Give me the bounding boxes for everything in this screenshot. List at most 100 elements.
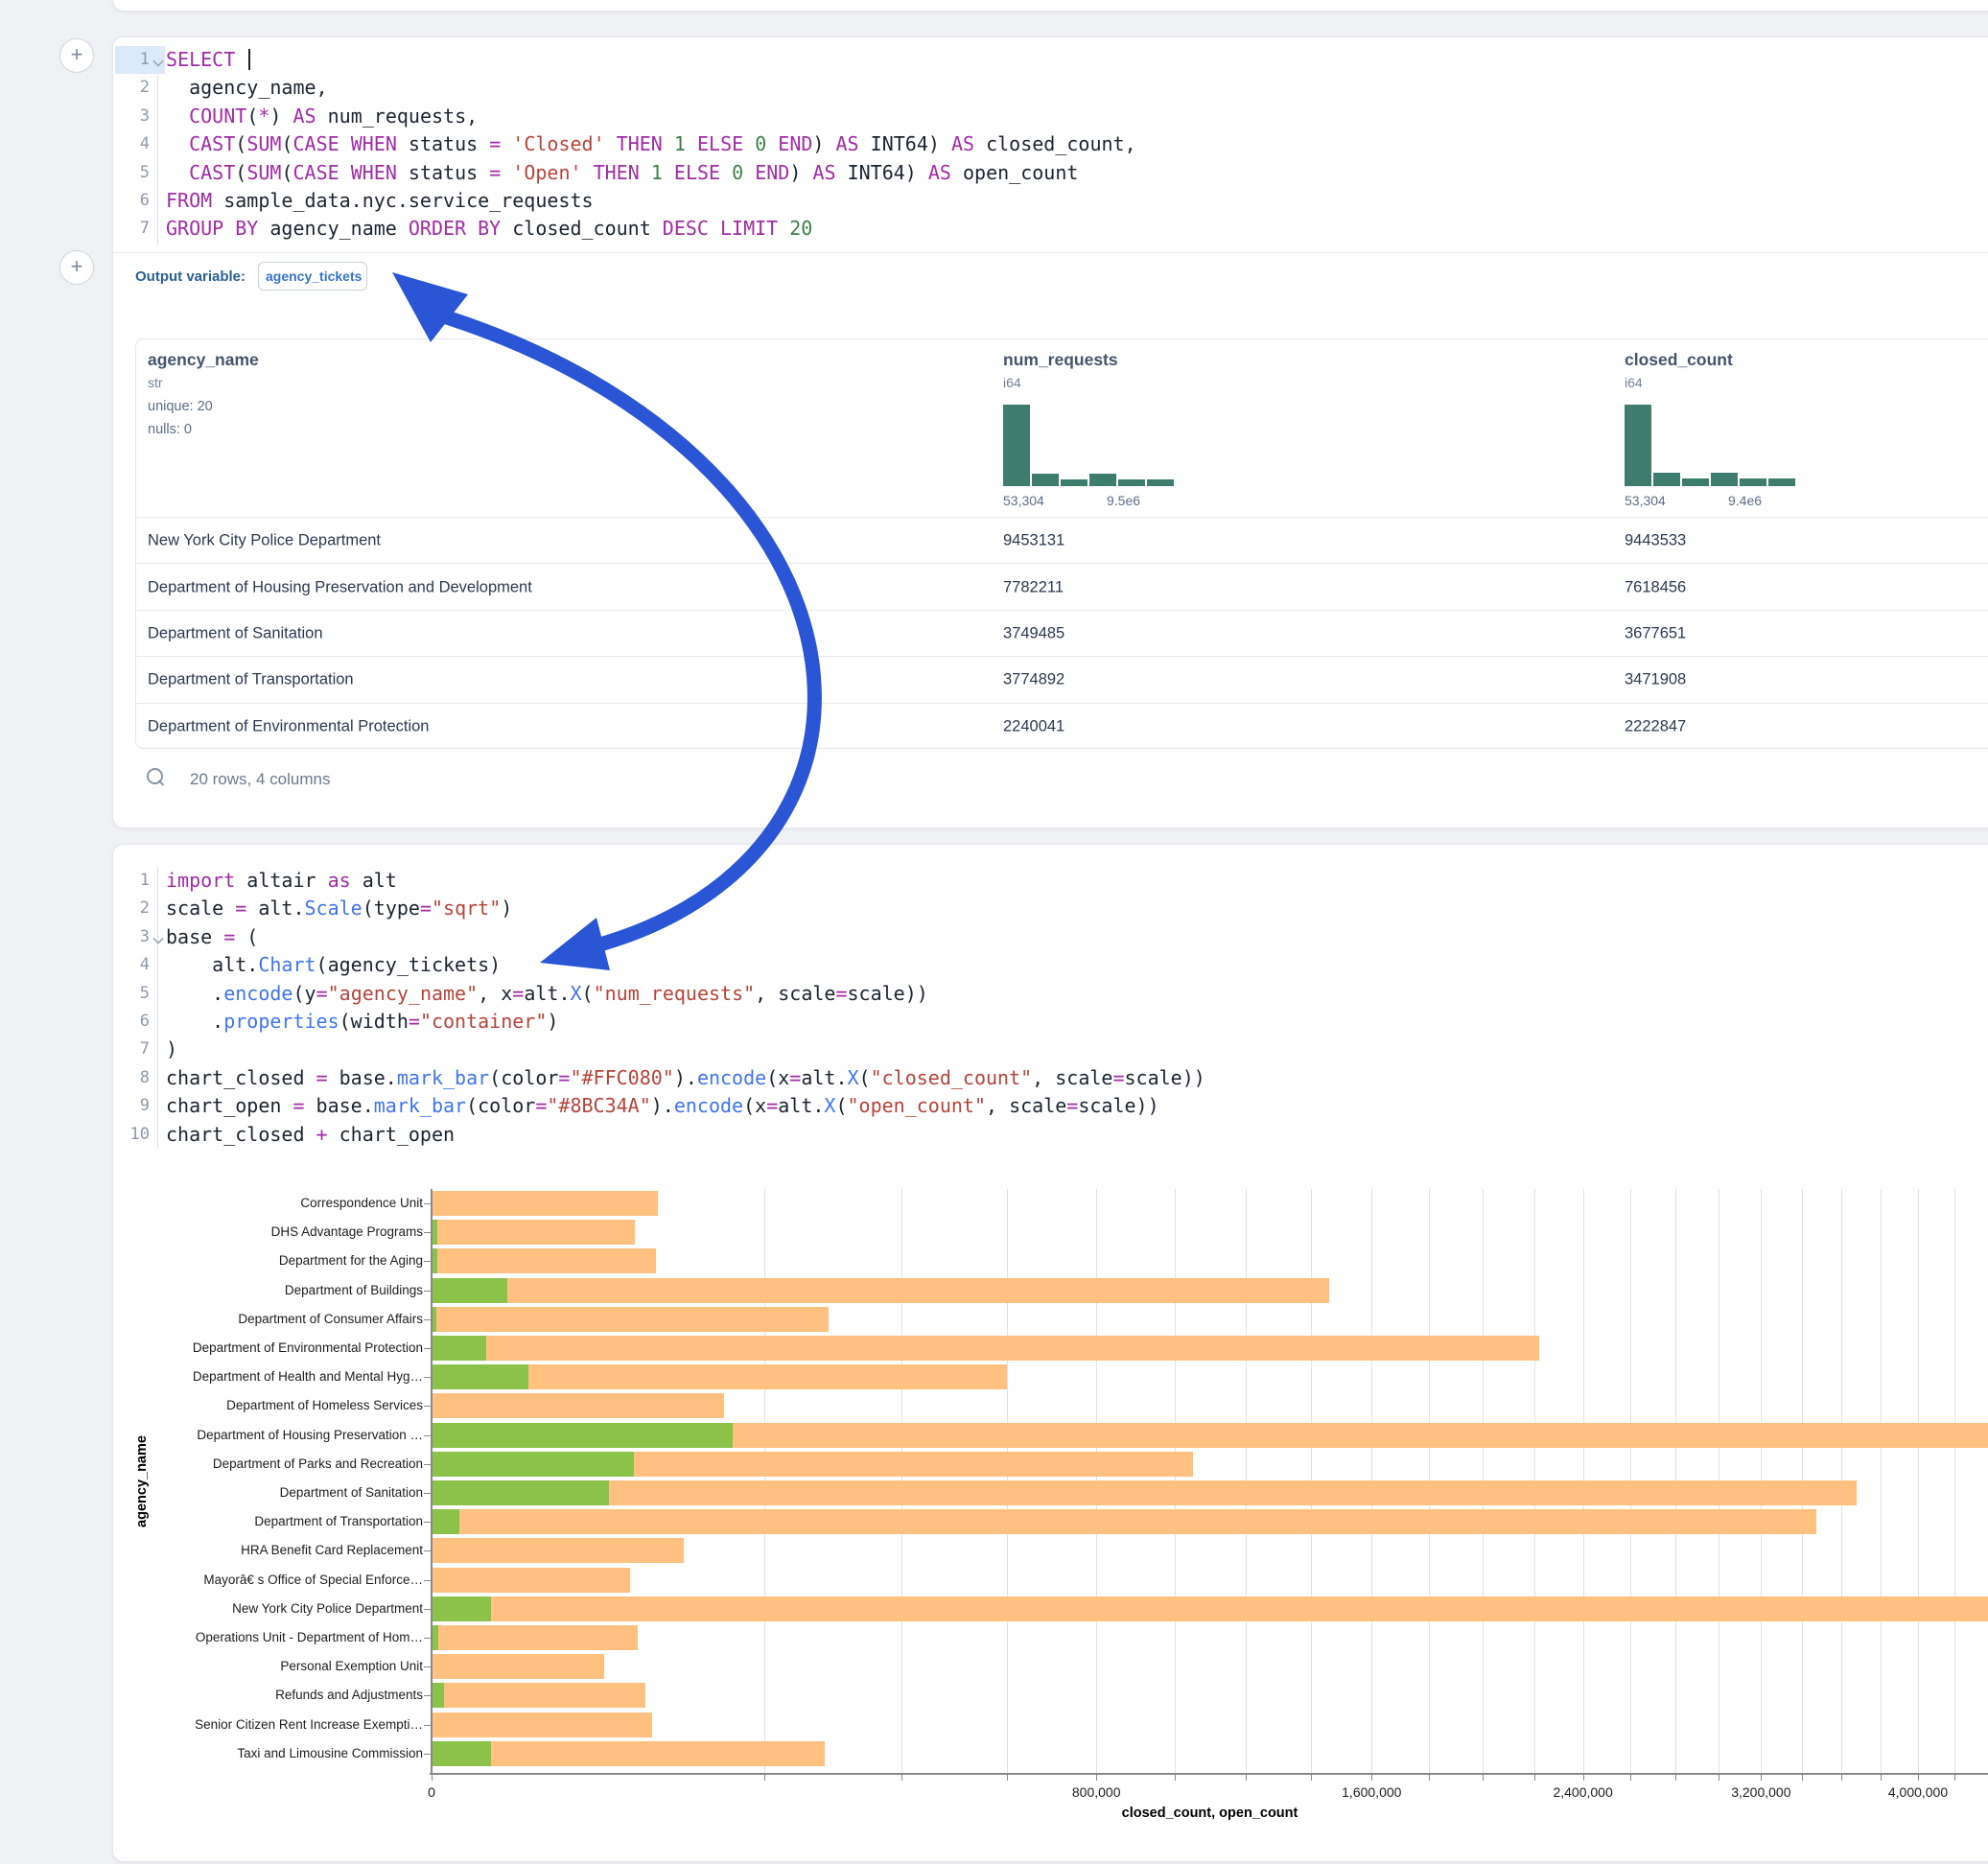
table-row[interactable]: New York City Police Department945313194… [136,517,1988,564]
sql-cell: 1SELECT 2 agency_name,3 COUNT(*) AS num_… [112,36,1988,828]
table-cell: Department of Sanitation [148,624,323,642]
line-number: 2 [113,895,150,922]
python-cell: 1 import altair as alt 2 scale = alt.Scale(… [112,844,1988,1862]
code-token: FROM [166,189,212,212]
code-line[interactable]: 8chart_closed = base.mark_bar(color="#FF… [113,1064,1988,1092]
code-text: base = ( [166,923,258,951]
table-row[interactable]: Department of Housing Preservation and D… [136,563,1988,610]
table-cell: New York City Police Department [148,532,381,550]
code-token: = [1066,1094,1078,1117]
table-cell: Department of Transportation [148,671,354,689]
code-line[interactable]: 5 .encode(y="agency_name", x=alt.X("num_… [113,980,1988,1008]
code-text: agency_name, [166,74,328,102]
code-token: ( [835,1094,847,1117]
code-token [778,217,789,240]
code-token: + [316,1123,328,1146]
code-token [720,161,732,184]
previous-cell-edge [112,0,1988,12]
code-line[interactable]: 6 FROM sample_data.nyc.service_requests [113,187,1988,215]
code-token [339,161,351,184]
code-token: COUNT [189,105,246,128]
histogram-bar [1089,474,1116,486]
output-variable-pill[interactable]: agency_tickets [258,262,367,291]
code-token: "open_count" [848,1094,987,1117]
code-token: ELSE [674,161,720,184]
code-line[interactable]: 1 import altair as alt [113,867,1988,895]
code-line[interactable]: 5 CAST(SUM(CASE WHEN status = 'Open' THE… [113,159,1988,187]
column-header[interactable]: agency_name [148,350,259,370]
code-token: (x [766,1066,789,1089]
add-cell-button-output[interactable]: + [59,250,94,285]
table-row[interactable]: Department of Environmental Protection22… [136,703,1988,749]
code-text: alt.Chart(agency_tickets) [166,951,501,979]
code-token: , x [478,982,512,1005]
table-cell: 3677651 [1625,624,1686,642]
code-token: closed_count [501,217,663,240]
python-code-editor[interactable]: 1 import altair as alt 2 scale = alt.Scale(… [113,867,1988,1149]
code-line[interactable]: 4 alt.Chart(agency_tickets) [113,951,1988,979]
code-line[interactable]: 7GROUP BY agency_name ORDER BY closed_co… [113,215,1988,243]
table-row[interactable]: Department of Sanitation 3749485 3677651 [136,610,1988,657]
code-line[interactable]: 2 scale = alt.Scale(type="sqrt") [113,895,1988,922]
code-line[interactable]: 1SELECT [113,46,1988,74]
table-cell: 3774892 [1003,671,1064,689]
line-number: 6 [113,187,150,215]
code-token: 1 [674,132,686,155]
histogram-bar [1147,479,1174,486]
code-token: ( [235,132,246,155]
code-line[interactable]: 4 CAST(SUM(CASE WHEN status = 'Closed' T… [113,130,1988,158]
line-number: 1 [113,867,150,895]
line-number: 9 [113,1092,150,1120]
column-header[interactable]: num_requests [1003,350,1118,370]
code-token: (width [339,1010,409,1033]
code-token: agency_name, [166,76,328,99]
code-token [582,161,594,184]
code-line[interactable]: 10chart_closed + chart_open [113,1121,1988,1149]
line-number: 5 [113,159,150,187]
code-token: = [766,1094,778,1117]
code-line[interactable]: 2 agency_name, [113,74,1988,102]
line-number: 2 [113,74,150,102]
code-token: SUM [246,161,281,184]
code-token: ). [651,1094,674,1117]
code-token: CASE [292,132,339,155]
column-header[interactable]: closed_count [1625,350,1733,370]
table-row[interactable]: Department of Transportation377489234719… [136,656,1988,703]
code-text: scale = alt.Scale(type="sqrt") [166,895,512,922]
line-number: 6 [113,1008,150,1036]
code-token: "sqrt" [432,897,501,920]
sql-code-editor[interactable]: 1SELECT 2 agency_name,3 COUNT(*) AS num_… [113,46,1988,244]
code-token: ( [246,105,258,128]
code-text: .properties(width="container") [166,1008,558,1036]
code-token: CAST [189,132,235,155]
code-line[interactable]: 9chart_open = base.mark_bar(color="#8BC3… [113,1092,1988,1120]
code-token: CASE [292,161,339,184]
code-line[interactable]: 6 .properties(width="container") [113,1008,1988,1036]
code-token: ( [582,982,594,1005]
code-text: FROM sample_data.nyc.service_requests [166,187,594,215]
code-token [501,132,512,155]
code-text: import altair as alt [166,867,397,895]
histogram-bar [1061,479,1088,486]
code-text: CAST(SUM(CASE WHEN status = 'Closed' THE… [166,130,1136,158]
code-line[interactable]: 7) [113,1036,1988,1063]
code-token: . [166,982,223,1005]
table-cell: 9443533 [1625,532,1686,550]
table-cell: 3749485 [1003,624,1064,642]
notebook-page: { "colors":{ "arrow":"#2a56d6","hist_bar… [0,0,1988,1864]
code-token: INT64) [859,132,951,155]
code-token: WHEN [351,132,397,155]
code-token: GROUP BY [166,217,258,240]
code-line[interactable]: 3base = ( [113,923,1988,951]
code-token: import [166,869,235,892]
code-token [743,161,755,184]
code-token: chart_closed [166,1123,316,1146]
code-token: (y [292,982,316,1005]
code-token: , scale [755,982,835,1005]
table-cell: 7782211 [1003,578,1064,596]
code-token: "closed_count" [871,1066,1033,1089]
code-line[interactable]: 3 COUNT(*) AS num_requests, [113,103,1988,130]
histogram-bar [1032,474,1059,486]
search-icon[interactable] [147,768,163,784]
add-cell-button-top[interactable]: + [59,38,94,73]
